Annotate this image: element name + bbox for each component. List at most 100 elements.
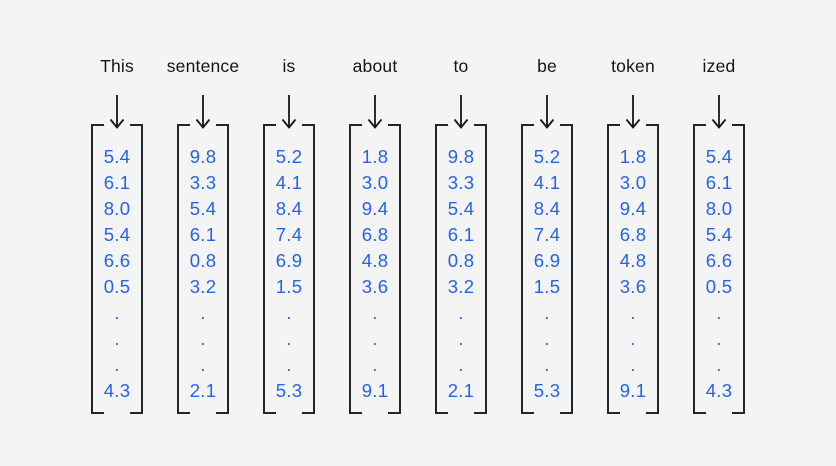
vector-value: 1.5 — [533, 276, 561, 297]
vector-value: 1.8 — [619, 146, 647, 167]
ellipsis-dot: . — [458, 354, 464, 375]
down-arrow-icon — [539, 95, 555, 129]
right-bracket — [130, 124, 143, 414]
left-bracket — [177, 124, 190, 414]
left-bracket — [521, 124, 534, 414]
token-column: is 5.2 4.1 8.4 7.4 6.9 1.5... 5.3 — [263, 54, 315, 414]
vector-value: 5.4 — [705, 146, 733, 167]
down-arrow-icon — [281, 95, 297, 129]
vector-value: 5.4 — [103, 146, 131, 167]
down-arrow-icon — [625, 95, 641, 129]
left-bracket — [435, 124, 448, 414]
vector-value: 6.1 — [103, 172, 131, 193]
token-column: be 5.2 4.1 8.4 7.4 6.9 1.5... 5.3 — [521, 54, 573, 414]
vector-value: 2.1 — [189, 380, 217, 401]
vector-value: 1.5 — [275, 276, 303, 297]
embedding-vector: 1.8 3.0 9.4 6.8 4.8 3.6... 9.1 — [349, 124, 401, 414]
vector-value: 6.9 — [533, 250, 561, 271]
vector-value: 6.1 — [189, 224, 217, 245]
down-arrow-icon — [711, 95, 727, 129]
token-word: token — [611, 56, 655, 76]
vector-values: 1.8 3.0 9.4 6.8 4.8 3.6... 9.1 — [349, 144, 401, 404]
token-word: This — [100, 56, 134, 76]
vector-value: 3.3 — [189, 172, 217, 193]
vector-value: 6.8 — [361, 224, 389, 245]
vector-value: 8.0 — [705, 198, 733, 219]
embedding-vector: 5.4 6.1 8.0 5.4 6.6 0.5... 4.3 — [91, 124, 143, 414]
vector-values: 9.8 3.3 5.4 6.1 0.8 3.2... 2.1 — [435, 144, 487, 404]
vector-value: 6.8 — [619, 224, 647, 245]
token-word: be — [537, 56, 557, 76]
down-arrow-icon — [109, 95, 125, 129]
vector-value: 9.4 — [619, 198, 647, 219]
vector-value: 6.1 — [705, 172, 733, 193]
token-column: to 9.8 3.3 5.4 6.1 0.8 3.2... 2.1 — [435, 54, 487, 414]
vector-value: 5.3 — [275, 380, 303, 401]
ellipsis-dot: . — [114, 354, 120, 375]
vector-value: 3.2 — [189, 276, 217, 297]
vector-value: 3.6 — [619, 276, 647, 297]
vector-value: 3.6 — [361, 276, 389, 297]
down-arrow-icon — [453, 95, 469, 129]
ellipsis-dot: . — [716, 328, 722, 349]
ellipsis-dot: . — [544, 354, 550, 375]
embedding-vector: 9.8 3.3 5.4 6.1 0.8 3.2... 2.1 — [435, 124, 487, 414]
embedding-vector: 5.2 4.1 8.4 7.4 6.9 1.5... 5.3 — [521, 124, 573, 414]
vector-value: 9.4 — [361, 198, 389, 219]
token-word: about — [352, 56, 398, 76]
vector-value: 9.8 — [447, 146, 475, 167]
vector-value: 3.0 — [619, 172, 647, 193]
ellipsis-dot: . — [372, 302, 378, 323]
vector-value: 6.6 — [705, 250, 733, 271]
vector-value: 5.2 — [533, 146, 561, 167]
right-bracket — [560, 124, 573, 414]
right-bracket — [474, 124, 487, 414]
ellipsis-dot: . — [630, 302, 636, 323]
left-bracket — [91, 124, 104, 414]
right-bracket — [302, 124, 315, 414]
vector-value: 4.8 — [361, 250, 389, 271]
token-word: to — [453, 56, 469, 76]
vector-values: 1.8 3.0 9.4 6.8 4.8 3.6... 9.1 — [607, 144, 659, 404]
ellipsis-dot: . — [372, 328, 378, 349]
vector-value: 0.8 — [447, 250, 475, 271]
vector-values: 5.2 4.1 8.4 7.4 6.9 1.5... 5.3 — [521, 144, 573, 404]
vector-value: 6.9 — [275, 250, 303, 271]
token-column: This 5.4 6.1 8.0 5.4 6.6 0.5... 4.3 — [91, 54, 143, 414]
vector-value: 8.4 — [275, 198, 303, 219]
vector-value: 1.8 — [361, 146, 389, 167]
ellipsis-dot: . — [114, 302, 120, 323]
vector-value: 3.3 — [447, 172, 475, 193]
left-bracket — [607, 124, 620, 414]
vector-values: 5.4 6.1 8.0 5.4 6.6 0.5... 4.3 — [693, 144, 745, 404]
vector-value: 8.4 — [533, 198, 561, 219]
ellipsis-dot: . — [114, 328, 120, 349]
token-columns: This 5.4 6.1 8.0 5.4 6.6 0.5... 4.3 sentence 9… — [91, 54, 745, 414]
embedding-vector: 5.2 4.1 8.4 7.4 6.9 1.5... 5.3 — [263, 124, 315, 414]
ellipsis-dot: . — [458, 302, 464, 323]
left-bracket — [263, 124, 276, 414]
vector-value: 5.3 — [533, 380, 561, 401]
vector-value: 0.5 — [103, 276, 131, 297]
vector-value: 5.4 — [705, 224, 733, 245]
ellipsis-dot: . — [716, 354, 722, 375]
token-word: sentence — [166, 56, 240, 76]
vector-value: 7.4 — [275, 224, 303, 245]
vector-value: 4.1 — [533, 172, 561, 193]
vector-values: 9.8 3.3 5.4 6.1 0.8 3.2... 2.1 — [177, 144, 229, 404]
ellipsis-dot: . — [200, 328, 206, 349]
left-bracket — [693, 124, 706, 414]
vector-value: 7.4 — [533, 224, 561, 245]
right-bracket — [732, 124, 745, 414]
vector-value: 3.0 — [361, 172, 389, 193]
vector-values: 5.2 4.1 8.4 7.4 6.9 1.5... 5.3 — [263, 144, 315, 404]
right-bracket — [646, 124, 659, 414]
vector-values: 5.4 6.1 8.0 5.4 6.6 0.5... 4.3 — [91, 144, 143, 404]
vector-value: 5.4 — [189, 198, 217, 219]
vector-value: 4.8 — [619, 250, 647, 271]
ellipsis-dot: . — [630, 328, 636, 349]
embedding-vector: 5.4 6.1 8.0 5.4 6.6 0.5... 4.3 — [693, 124, 745, 414]
ellipsis-dot: . — [544, 328, 550, 349]
right-bracket — [388, 124, 401, 414]
